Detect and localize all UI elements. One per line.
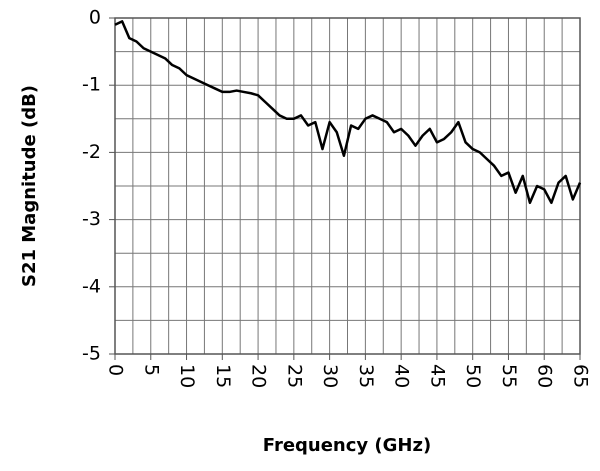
x-axis-label: Frequency (GHz)	[263, 435, 431, 456]
y-tick-label: -3	[82, 208, 101, 230]
y-tick-label: -5	[82, 343, 101, 365]
y-tick-label: 0	[89, 7, 101, 29]
y-tick-label: -2	[82, 141, 101, 163]
x-tick-label: 65	[570, 364, 592, 388]
x-tick-label: 45	[426, 364, 448, 388]
x-tick-label: 55	[498, 364, 520, 388]
data-line	[114, 20, 582, 205]
x-tick-label: 0	[105, 364, 127, 376]
y-tick-label: -4	[82, 275, 101, 297]
x-tick-label: 5	[140, 364, 162, 376]
x-tick-label: 25	[283, 364, 305, 388]
x-tick-label: 60	[534, 364, 556, 388]
x-tick-label: 10	[176, 364, 198, 388]
x-tick-label: 15	[212, 364, 234, 388]
x-tick-label: 40	[391, 364, 413, 388]
plot-frame	[114, 17, 581, 355]
x-tick-label: 30	[319, 364, 341, 388]
x-tick-label: 35	[355, 364, 377, 388]
x-tick-label: 50	[462, 364, 484, 388]
y-axis-label: S21 Magnitude (dB)	[19, 85, 40, 287]
y-tick-label: -1	[82, 74, 101, 96]
x-tick-label: 20	[248, 364, 270, 388]
